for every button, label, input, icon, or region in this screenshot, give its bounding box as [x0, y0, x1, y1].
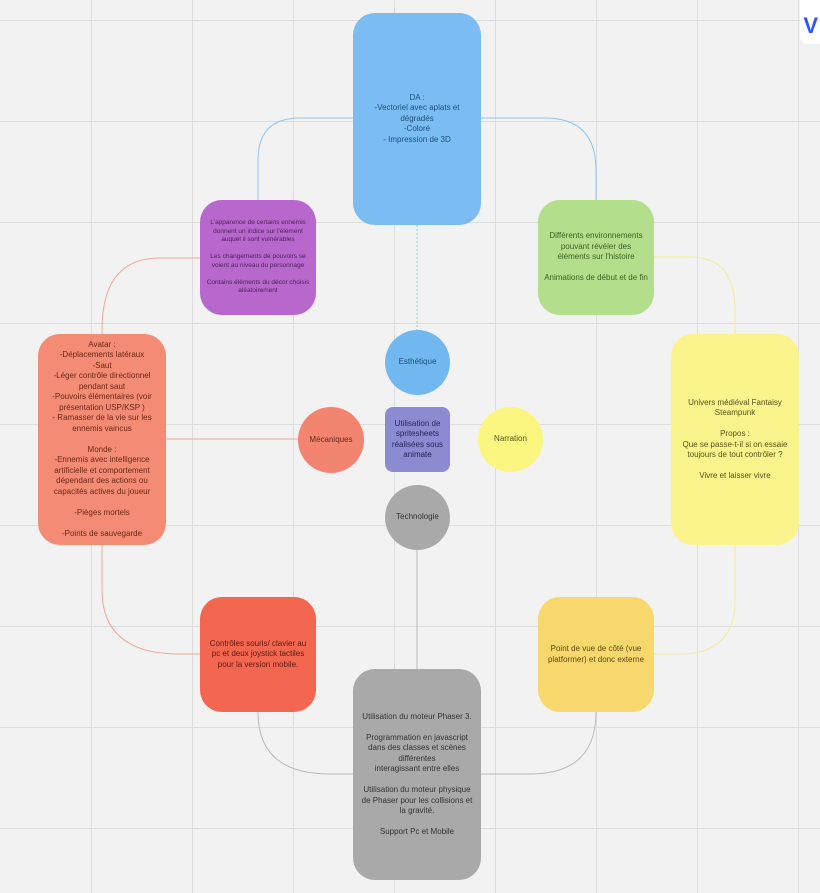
esthetique-circle[interactable]: Esthétique	[385, 330, 450, 395]
connector-da-enemies	[257, 117, 353, 200]
connector-univers-pov	[654, 545, 736, 655]
enemies-node[interactable]: L'apparence de certains ennemis donnent …	[200, 200, 316, 315]
connector-pov-phaser	[481, 711, 597, 775]
phaser-node[interactable]: Utilisation du moteur Phaser 3. Programm…	[353, 669, 481, 880]
logo-glyph-icon: V	[803, 13, 818, 38]
narration-circle[interactable]: Narration	[478, 407, 543, 472]
controles-node[interactable]: Contrôles souris/ clavier au pc et deux …	[200, 597, 316, 712]
da-node[interactable]: DA : -Vectoriel avec aplats et dégradés …	[353, 13, 481, 225]
connector-da-environments	[481, 117, 597, 200]
connector-controles-phaser	[257, 711, 353, 775]
connector-avatar-controles	[101, 545, 200, 655]
connector-environments-univers	[654, 256, 736, 334]
center-node[interactable]: Utilisation de spritesheets réalisées so…	[385, 407, 450, 472]
environments-node[interactable]: Différents environnements pouvant révéle…	[538, 200, 654, 315]
pov-node[interactable]: Point de vue de côté (vue platformer) et…	[538, 597, 654, 712]
app-logo: V	[800, 0, 820, 44]
avatar-node[interactable]: Avatar : -Déplacements latéraux -Saut -L…	[38, 334, 166, 545]
univers-node[interactable]: Univers médiéval Fantaisy Steampunk Prop…	[671, 334, 799, 545]
connector-enemies-avatar	[101, 257, 200, 334]
mecaniques-circle[interactable]: Mécaniques	[298, 407, 364, 473]
technologie-circle[interactable]: Technologie	[385, 485, 450, 550]
